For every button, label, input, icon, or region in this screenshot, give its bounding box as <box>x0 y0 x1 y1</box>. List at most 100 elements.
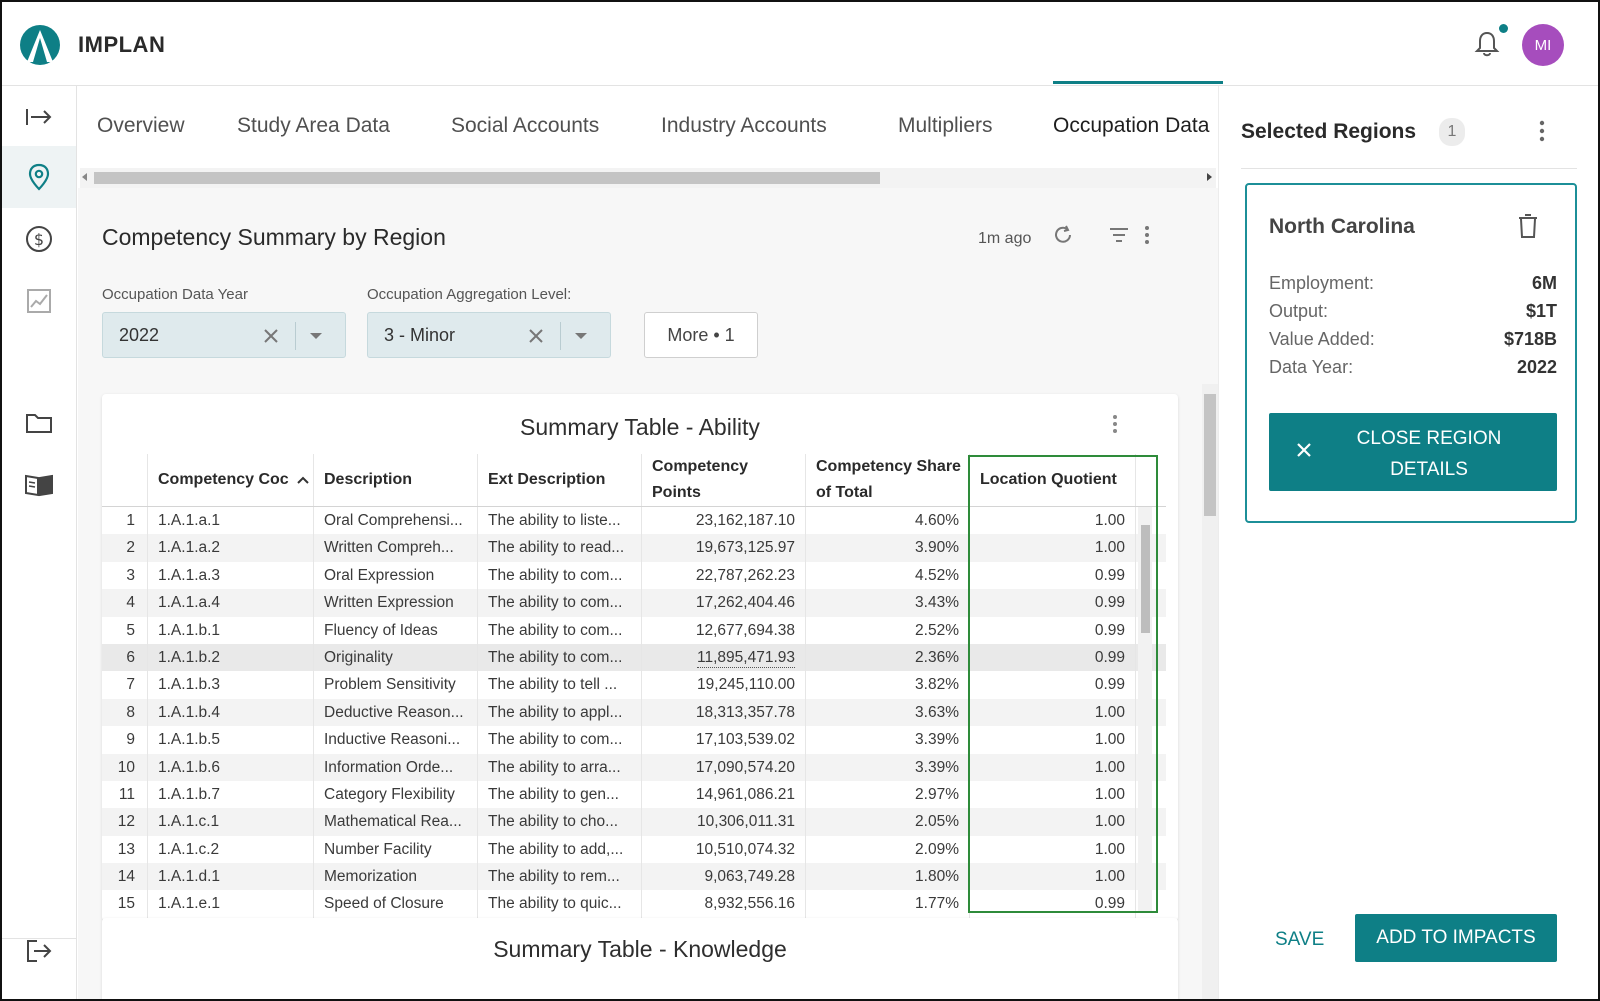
description-cell-text: Fluency of Ideas <box>324 621 438 639</box>
save-button[interactable]: SAVE <box>1275 929 1325 950</box>
ext-description-cell-text: The ability to arra... <box>488 758 621 776</box>
tab-scrollbar[interactable] <box>80 168 1216 188</box>
share-cell-text: 4.60% <box>915 512 959 529</box>
row-number-text: 15 <box>117 895 135 913</box>
description-cell: Written Expression <box>314 589 478 617</box>
ext-description-cell-text: The ability to com... <box>488 621 623 639</box>
column-header-description[interactable]: Description <box>314 454 478 506</box>
close-region-details-button[interactable]: CLOSE REGION DETAILS <box>1269 413 1557 491</box>
column-header-points[interactable]: Competency Points <box>642 454 806 506</box>
share-cell: 4.52% <box>806 561 970 590</box>
clear-icon[interactable] <box>261 326 281 346</box>
ext-description-cell-text: The ability to quic... <box>488 895 622 913</box>
table-row[interactable]: 3 1.A.1.a.3 Oral Expression The ability to … <box>102 561 1166 590</box>
chevron-down-icon[interactable] <box>575 333 587 339</box>
rail-item-folder[interactable] <box>2 392 76 454</box>
share-cell-text: 3.90% <box>915 539 959 557</box>
bell-icon[interactable] <box>1474 30 1500 58</box>
table-row[interactable]: 11 1.A.1.b.7 Category Flexibility The abili… <box>102 780 1166 809</box>
svg-text:$: $ <box>34 230 44 249</box>
map-pin-icon <box>28 163 50 191</box>
ext-description-cell: The ability to com... <box>478 616 642 644</box>
region-name: North Carolina <box>1269 215 1415 238</box>
rail-item-regions[interactable] <box>2 146 76 208</box>
rail-item-chart[interactable] <box>2 270 76 332</box>
description-cell: Mathematical Rea... <box>314 808 478 836</box>
location-quotient-cell-text: 0.99 <box>1094 594 1125 612</box>
table-row[interactable]: 2 1.A.1.a.2 Written Compreh... The ability … <box>102 534 1166 562</box>
column-header-code[interactable]: Competency Coc <box>148 454 314 506</box>
points-cell: 9,063,749.28 <box>642 863 806 891</box>
location-quotient-cell-text: 1.00 <box>1094 731 1125 749</box>
rail-item-dollar[interactable]: $ <box>2 208 76 270</box>
select-divider <box>295 322 296 350</box>
location-quotient-cell: 0.99 <box>970 643 1136 672</box>
table-row[interactable]: 12 1.A.1.c.1 Mathematical Rea... The abilit… <box>102 808 1166 836</box>
table-row[interactable]: 6 1.A.1.b.2 Originality The ability to com.… <box>102 643 1166 672</box>
table-row[interactable]: 5 1.A.1.b.1 Fluency of Ideas The ability to… <box>102 616 1166 644</box>
section-menu-button[interactable] <box>1134 222 1160 248</box>
tab-social-accounts[interactable]: Social Accounts <box>451 114 600 137</box>
level-select[interactable]: 3 - Minor <box>367 312 611 358</box>
more-filters-button[interactable]: More • 1 <box>644 312 758 358</box>
panel-menu-button[interactable] <box>1539 120 1545 147</box>
share-cell: 3.82% <box>806 671 970 699</box>
ext-description-cell-text: The ability to read... <box>488 539 625 557</box>
year-select[interactable]: 2022 <box>102 312 346 358</box>
selected-regions-panel: Selected Regions 1 North Carolina Employ… <box>1218 86 1598 999</box>
ext-description-cell: The ability to liste... <box>478 507 642 535</box>
table-scroll-thumb[interactable] <box>1141 525 1150 633</box>
sort-ascending-icon[interactable] <box>296 476 309 484</box>
filter-lines-icon <box>1110 228 1128 242</box>
table-row[interactable]: 15 1.A.1.e.1 Speed of Closure The ability t… <box>102 890 1166 918</box>
main-content: Competency Summary by Region 1m ago Occu… <box>78 188 1218 999</box>
share-cell-text: 1.80% <box>915 868 959 886</box>
close-icon <box>1297 443 1311 457</box>
implan-logo-icon[interactable] <box>18 24 62 66</box>
column-header-ext-description[interactable]: Ext Description <box>478 454 642 506</box>
tab-study-area-data[interactable]: Study Area Data <box>237 114 390 137</box>
avatar[interactable]: MI <box>1522 24 1564 66</box>
table-scrollbar[interactable] <box>1138 507 1152 911</box>
column-header-share[interactable]: Competency Share of Total <box>806 454 970 506</box>
column-header-label: Competency Coc <box>158 471 289 488</box>
clear-icon[interactable] <box>526 326 546 346</box>
code-cell-text: 1.A.1.b.5 <box>158 731 221 749</box>
location-quotient-cell: 0.99 <box>970 589 1136 617</box>
table-row[interactable]: 7 1.A.1.b.3 Problem Sensitivity The ability… <box>102 671 1166 699</box>
output-label: Output: <box>1269 301 1329 321</box>
table-row[interactable]: 9 1.A.1.b.5 Inductive Reasoni... The abilit… <box>102 726 1166 754</box>
table-row[interactable]: 8 1.A.1.b.4 Deductive Reason... The ability… <box>102 698 1166 727</box>
content-scrollbar[interactable] <box>1202 384 1218 999</box>
points-cell: 22,787,262.23 <box>642 561 806 590</box>
trash-icon <box>1519 214 1537 238</box>
tab-overview[interactable]: Overview <box>97 114 185 137</box>
rail-item-book[interactable] <box>2 454 76 516</box>
table-row[interactable]: 14 1.A.1.d.1 Memorization The ability to re… <box>102 863 1166 891</box>
code-cell-text: 1.A.1.b.1 <box>158 621 221 639</box>
column-header-location-quotient[interactable]: Location Quotient <box>970 454 1136 506</box>
table-row[interactable]: 1 1.A.1.a.1 Oral Comprehensi... The ability… <box>102 507 1166 535</box>
tab-multipliers[interactable]: Multipliers <box>898 114 993 137</box>
code-cell: 1.A.1.a.1 <box>148 507 314 535</box>
scroll-right-icon[interactable] <box>1207 173 1212 181</box>
delete-region-button[interactable] <box>1517 213 1539 244</box>
dollar-circle-icon: $ <box>26 226 52 252</box>
tab-occupation-data[interactable]: Occupation Data <box>1053 114 1210 137</box>
table-row[interactable]: 13 1.A.1.c.2 Number Facility The ability to… <box>102 835 1166 864</box>
logout-button[interactable] <box>2 920 76 982</box>
scroll-left-icon[interactable] <box>82 173 87 181</box>
content-scroll-thumb[interactable] <box>1204 394 1216 516</box>
tab-scroll-thumb[interactable] <box>94 172 880 184</box>
card-menu-button[interactable] <box>1112 414 1118 439</box>
refresh-button[interactable] <box>1050 222 1076 248</box>
filter-button[interactable] <box>1106 222 1132 248</box>
table-row[interactable]: 10 1.A.1.b.6 Information Orde... The abilit… <box>102 753 1166 781</box>
row-number-text: 12 <box>117 813 135 831</box>
location-quotient-cell: 1.00 <box>970 808 1136 836</box>
add-to-impacts-button[interactable]: ADD TO IMPACTS <box>1355 914 1557 962</box>
chevron-down-icon[interactable] <box>310 333 322 339</box>
tab-industry-accounts[interactable]: Industry Accounts <box>661 114 827 137</box>
table-row[interactable]: 4 1.A.1.a.4 Written Expression The ability … <box>102 589 1166 617</box>
expand-rail-button[interactable] <box>2 86 76 148</box>
